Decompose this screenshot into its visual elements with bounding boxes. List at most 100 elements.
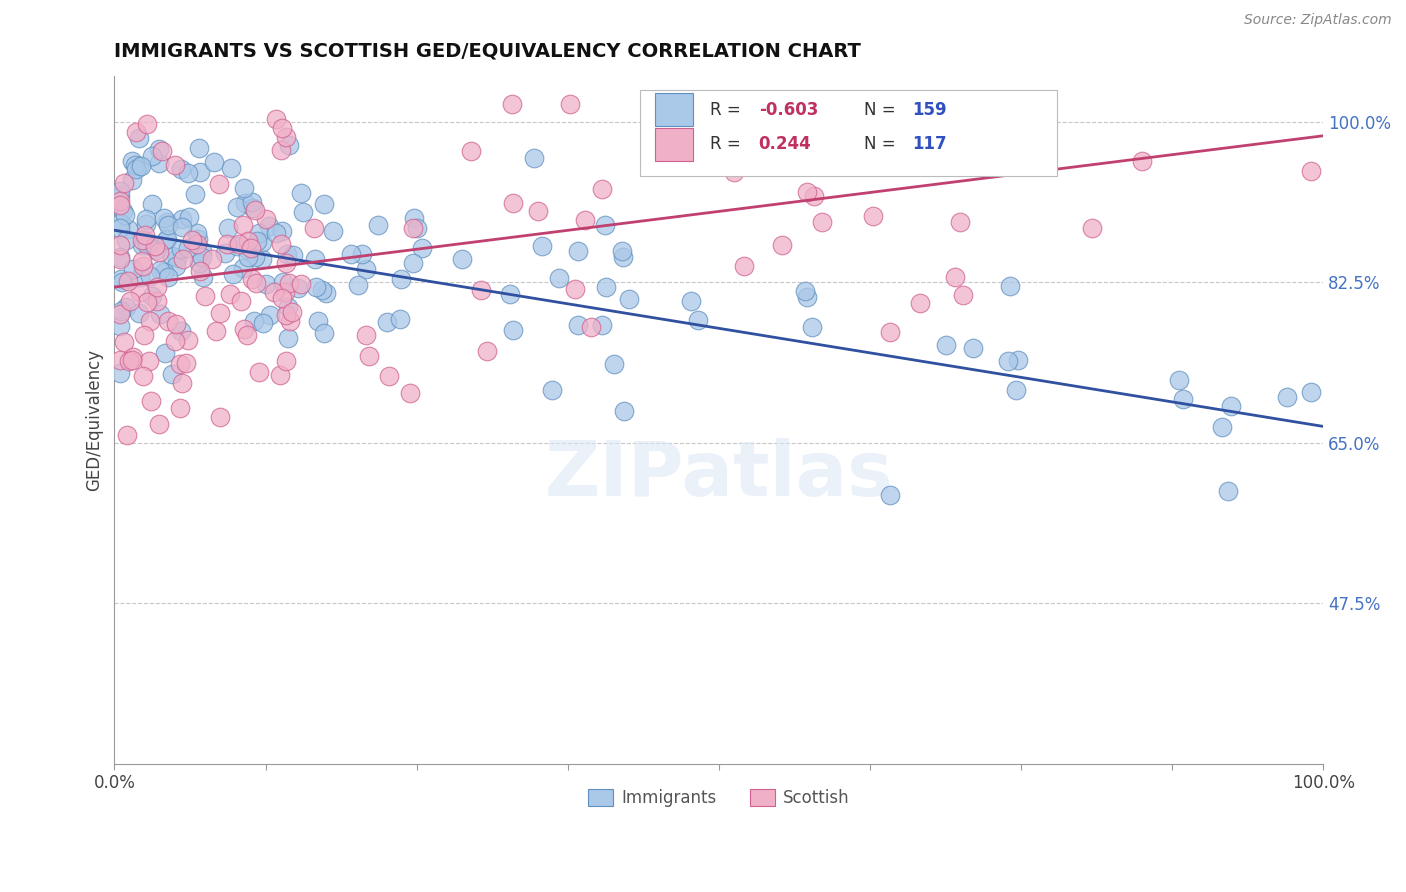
Point (207, 178, 229, 192)
Point (679, 293, 702, 308)
Point (290, 186, 312, 201)
Point (770, 238, 793, 252)
Point (110, 271, 132, 285)
Point (246, 234, 269, 248)
Point (110, 189, 132, 203)
Point (146, 279, 169, 293)
Point (135, 294, 157, 309)
Point (146, 294, 169, 309)
Point (567, 244, 589, 259)
Point (115, 233, 138, 247)
Point (121, 351, 143, 365)
Point (920, 136, 942, 151)
Point (290, 277, 312, 291)
Point (172, 211, 194, 226)
Point (305, 279, 328, 293)
Point (354, 327, 377, 342)
Point (502, 196, 524, 211)
Point (235, 242, 257, 256)
Point (138, 354, 160, 368)
Point (502, 323, 524, 337)
Point (110, 197, 132, 211)
Point (952, 287, 974, 301)
Point (949, 215, 972, 229)
Point (793, 284, 815, 298)
Point (186, 237, 208, 252)
Point (110, 250, 132, 264)
Point (166, 251, 188, 265)
Point (935, 338, 957, 352)
Point (152, 265, 174, 279)
Point (218, 287, 240, 301)
Point (186, 227, 208, 241)
Point (112, 176, 135, 190)
Point (217, 221, 239, 235)
Point (270, 121, 292, 136)
Point (740, 96, 762, 111)
Point (187, 232, 209, 246)
Text: -0.603: -0.603 (759, 101, 818, 119)
Point (378, 368, 401, 383)
Point (560, 96, 582, 111)
Point (270, 143, 292, 157)
Point (118, 294, 141, 309)
Point (190, 251, 212, 265)
Point (219, 161, 242, 175)
Point (254, 211, 277, 226)
Point (188, 256, 211, 270)
Point (280, 305, 302, 319)
Point (233, 195, 256, 210)
Text: 159: 159 (912, 101, 946, 119)
Point (170, 324, 193, 338)
Point (114, 208, 136, 222)
Point (145, 244, 167, 258)
Point (148, 245, 170, 260)
Point (245, 277, 267, 291)
Point (499, 287, 522, 301)
Point (201, 252, 224, 266)
Point (879, 488, 901, 502)
Point (247, 227, 270, 241)
Point (307, 314, 329, 328)
Point (270, 236, 292, 251)
Point (136, 238, 159, 252)
Point (688, 313, 710, 327)
Point (287, 281, 309, 295)
Point (141, 289, 163, 303)
Point (1211, 420, 1233, 434)
Point (156, 232, 179, 246)
Point (1171, 392, 1194, 406)
Text: N =: N = (863, 136, 901, 153)
Point (172, 376, 194, 391)
Point (125, 125, 148, 139)
Point (141, 196, 163, 211)
Point (277, 276, 299, 290)
Point (406, 220, 429, 235)
Point (733, 259, 755, 273)
Point (304, 252, 326, 267)
Point (236, 327, 259, 342)
Point (460, 145, 482, 159)
Point (222, 267, 245, 281)
Point (245, 250, 267, 264)
Point (135, 234, 157, 248)
Point (191, 244, 214, 259)
Point (274, 285, 297, 299)
Point (141, 393, 163, 408)
Point (128, 159, 150, 173)
Point (169, 357, 191, 371)
Point (128, 306, 150, 320)
Point (810, 214, 832, 228)
Point (232, 218, 254, 232)
Point (202, 154, 225, 169)
Point (908, 295, 931, 310)
Point (132, 259, 155, 273)
Point (263, 285, 285, 300)
Point (242, 202, 264, 216)
Point (177, 333, 200, 347)
FancyBboxPatch shape (655, 128, 693, 161)
Point (1218, 484, 1240, 499)
Point (581, 320, 603, 334)
Legend: Immigrants, Scottish: Immigrants, Scottish (581, 782, 856, 814)
Point (162, 368, 184, 382)
